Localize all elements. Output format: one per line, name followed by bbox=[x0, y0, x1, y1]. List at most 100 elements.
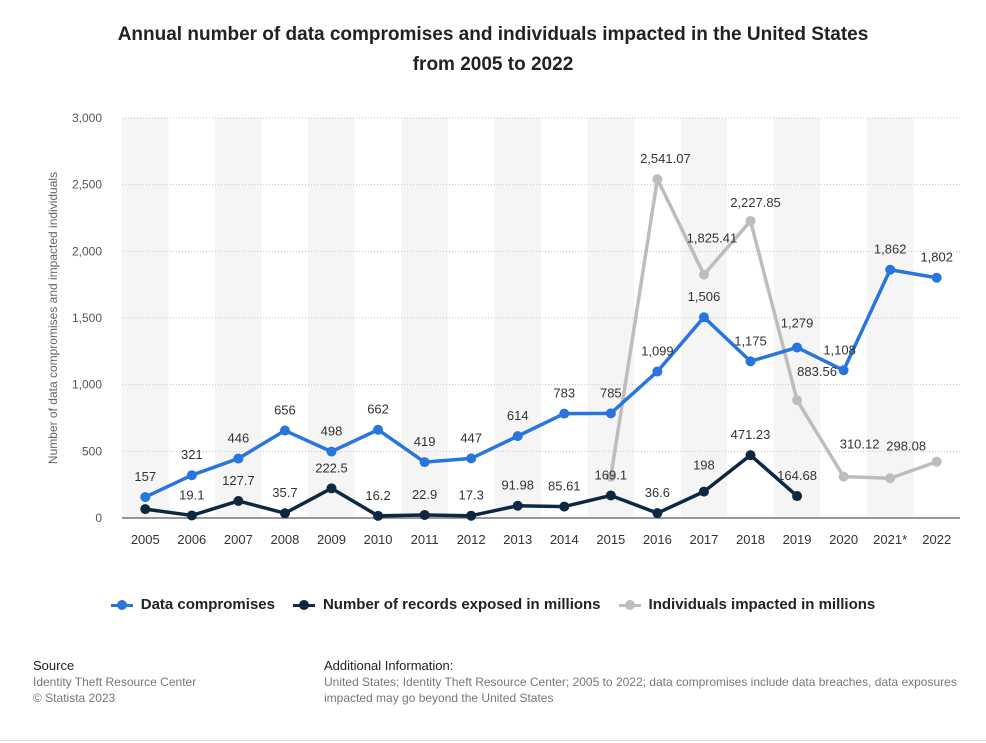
data-label-data-compromises: 446 bbox=[228, 431, 250, 446]
legend-item-data-compromises[interactable]: Data compromises bbox=[110, 596, 275, 613]
point-data-compromises bbox=[605, 408, 616, 419]
data-label-records-exposed: 35.7 bbox=[272, 485, 297, 500]
additional-information-line-1: United States; Identity Theft Resource C… bbox=[324, 675, 957, 689]
data-label-data-compromises: 1,175 bbox=[734, 333, 767, 348]
data-label-data-compromises: 662 bbox=[367, 402, 389, 417]
point-data-compromises bbox=[792, 342, 803, 353]
bottom-divider bbox=[0, 740, 986, 741]
y-tick-label: 500 bbox=[82, 444, 102, 458]
point-records-exposed bbox=[233, 495, 244, 506]
data-label-records-exposed: 36.6 bbox=[645, 485, 670, 500]
point-data-compromises bbox=[512, 431, 523, 442]
point-records-exposed bbox=[279, 508, 290, 519]
point-records-exposed bbox=[559, 501, 570, 512]
point-individuals-impacted bbox=[745, 215, 756, 226]
x-tick-label: 2011 bbox=[411, 532, 439, 547]
series-group bbox=[140, 174, 942, 521]
legend-label: Individuals impacted in millions bbox=[648, 596, 876, 613]
x-tick-label: 2012 bbox=[457, 532, 486, 547]
point-records-exposed bbox=[605, 490, 616, 501]
point-individuals-impacted bbox=[838, 471, 849, 482]
data-label-data-compromises: 1,802 bbox=[920, 250, 953, 265]
x-tick-label: 2018 bbox=[736, 532, 765, 547]
y-axis-label: Number of data compromises and impacted … bbox=[46, 172, 60, 464]
data-label-records-exposed: 198 bbox=[693, 458, 715, 473]
legend-item-individuals-impacted[interactable]: Individuals impacted in millions bbox=[618, 596, 876, 613]
legend-label: Number of records exposed in millions bbox=[322, 596, 601, 613]
y-tick-label: 2,500 bbox=[72, 178, 102, 192]
y-tick-label: 3,000 bbox=[72, 111, 102, 125]
legend-swatch-icon bbox=[618, 599, 641, 611]
legend: Data compromises Number of records expose… bbox=[0, 596, 986, 613]
data-label-individuals-impacted: 883.56 bbox=[797, 364, 837, 379]
data-label-data-compromises: 447 bbox=[460, 430, 482, 445]
point-data-compromises bbox=[186, 470, 197, 481]
data-label-data-compromises: 1,279 bbox=[781, 315, 814, 330]
x-tick-label: 2008 bbox=[270, 532, 299, 547]
legend-swatch-icon bbox=[292, 599, 315, 611]
data-label-data-compromises: 1,099 bbox=[641, 343, 674, 358]
x-tick-label: 2010 bbox=[364, 532, 393, 547]
point-data-compromises bbox=[931, 272, 942, 283]
data-label-individuals-impacted: 2,541.07 bbox=[640, 151, 691, 166]
chart-title: Annual number of data compromises and in… bbox=[0, 20, 986, 80]
legend-swatch-icon bbox=[110, 599, 133, 611]
data-label-records-exposed: 164.68 bbox=[777, 468, 817, 483]
point-records-exposed bbox=[326, 483, 337, 494]
data-label-data-compromises: 419 bbox=[414, 434, 436, 449]
source-block: Source Identity Theft Resource Center © … bbox=[33, 658, 196, 706]
data-label-data-compromises: 498 bbox=[321, 424, 343, 439]
point-data-compromises bbox=[279, 425, 290, 436]
data-label-data-compromises: 656 bbox=[274, 403, 296, 418]
additional-information-heading: Additional Information: bbox=[324, 658, 454, 673]
column-band-2005 bbox=[122, 118, 169, 518]
point-data-compromises bbox=[140, 492, 151, 503]
point-individuals-impacted bbox=[792, 395, 803, 406]
data-label-records-exposed: 19.1 bbox=[179, 487, 204, 502]
legend-swatch-dot bbox=[624, 599, 635, 610]
legend-item-records-exposed[interactable]: Number of records exposed in millions bbox=[292, 596, 601, 613]
additional-information-block: Additional Information: United States; I… bbox=[324, 658, 986, 706]
data-label-records-exposed: 222.5 bbox=[315, 460, 348, 475]
column-band-2013 bbox=[494, 118, 541, 518]
point-individuals-impacted bbox=[605, 471, 616, 482]
x-tick-label: 2019 bbox=[783, 532, 812, 547]
x-tick-label: 2007 bbox=[224, 532, 253, 547]
y-axis-ticks: 0 500 1,000 1,500 2,000 2,500 3,000 bbox=[72, 111, 102, 525]
point-data-compromises bbox=[745, 356, 756, 367]
point-data-compromises bbox=[466, 453, 477, 464]
data-label-data-compromises: 783 bbox=[553, 386, 575, 401]
x-tick-label: 2021* bbox=[873, 532, 907, 547]
point-data-compromises bbox=[326, 446, 337, 457]
data-label-records-exposed: 17.3 bbox=[459, 488, 484, 503]
data-label-data-compromises: 1,862 bbox=[874, 242, 907, 257]
data-label-individuals-impacted: 298.08 bbox=[886, 438, 926, 453]
x-tick-label: 2005 bbox=[131, 532, 160, 547]
source-line[interactable]: Identity Theft Resource Center bbox=[33, 675, 197, 689]
y-tick-label: 0 bbox=[95, 511, 102, 525]
x-tick-label: 2020 bbox=[829, 532, 858, 547]
data-label-data-compromises: 157 bbox=[134, 469, 156, 484]
point-individuals-impacted bbox=[931, 456, 942, 467]
data-label-records-exposed: 471.23 bbox=[731, 427, 771, 442]
x-tick-label: 2013 bbox=[503, 532, 532, 547]
y-tick-label: 1,000 bbox=[72, 378, 102, 392]
chart-title-line-2: from 2005 to 2022 bbox=[412, 54, 574, 75]
point-data-compromises bbox=[838, 365, 849, 376]
point-individuals-impacted bbox=[885, 473, 896, 484]
data-label-data-compromises: 1,108 bbox=[823, 342, 856, 357]
y-tick-label: 1,500 bbox=[72, 311, 102, 325]
data-label-individuals-impacted: 2,227.85 bbox=[730, 195, 781, 210]
data-label-individuals-impacted: 1,825.41 bbox=[687, 231, 738, 246]
x-axis-ticks: 2005 2006 2007 2008 2009 2010 2011 2012 2013 2014… bbox=[131, 532, 951, 547]
point-records-exposed bbox=[745, 450, 756, 461]
point-data-compromises bbox=[373, 424, 384, 435]
data-label-data-compromises: 785 bbox=[600, 385, 622, 400]
x-tick-label: 2022 bbox=[922, 532, 951, 547]
point-records-exposed bbox=[186, 510, 197, 521]
data-label-records-exposed: 91.98 bbox=[501, 478, 534, 493]
data-label-data-compromises: 321 bbox=[181, 447, 203, 462]
point-data-compromises bbox=[559, 408, 570, 419]
data-label-records-exposed: 85.61 bbox=[548, 479, 581, 494]
